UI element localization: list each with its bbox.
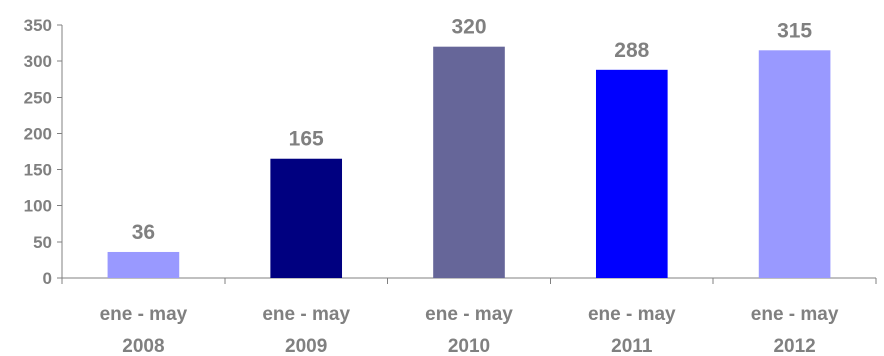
data-label: 315: [777, 19, 812, 42]
y-axis: 0 50 100 150 200 250 300 350: [24, 16, 63, 288]
data-label: 165: [289, 128, 324, 151]
x-category-label: ene - may: [100, 304, 188, 325]
y-tick-label: 350: [24, 16, 52, 35]
x-category-label: 2010: [448, 336, 490, 356]
y-tick-label: 100: [24, 197, 52, 216]
y-tick-label: 150: [24, 161, 52, 180]
data-label: 288: [614, 39, 649, 62]
bar: [107, 251, 180, 278]
data-labels: 36 165 320 288 315: [132, 16, 813, 244]
x-category-label: ene - may: [262, 304, 350, 325]
bar: [270, 158, 343, 278]
x-category-label: 2009: [285, 336, 327, 356]
x-category-label: 2008: [122, 336, 164, 356]
x-category-label: 2011: [611, 336, 653, 356]
y-tick-label: 200: [24, 124, 52, 143]
y-tick-label: 300: [24, 52, 52, 71]
bar: [595, 69, 668, 279]
bar: [433, 46, 505, 278]
x-axis: ene - may 2008 ene - may 2009 ene - may 2010 e…: [61, 277, 877, 356]
x-category-label: ene - may: [751, 304, 839, 325]
bar: [758, 50, 831, 278]
bars: [107, 46, 831, 279]
y-tick-label: 50: [33, 233, 52, 252]
x-category-label: ene - may: [425, 304, 513, 325]
x-category-label: 2012: [773, 336, 815, 356]
data-label: 36: [132, 221, 155, 244]
x-category-label: ene - may: [588, 304, 676, 325]
y-tick-label: 0: [43, 269, 52, 288]
y-tick-label: 250: [24, 88, 52, 107]
data-label: 320: [451, 16, 486, 39]
